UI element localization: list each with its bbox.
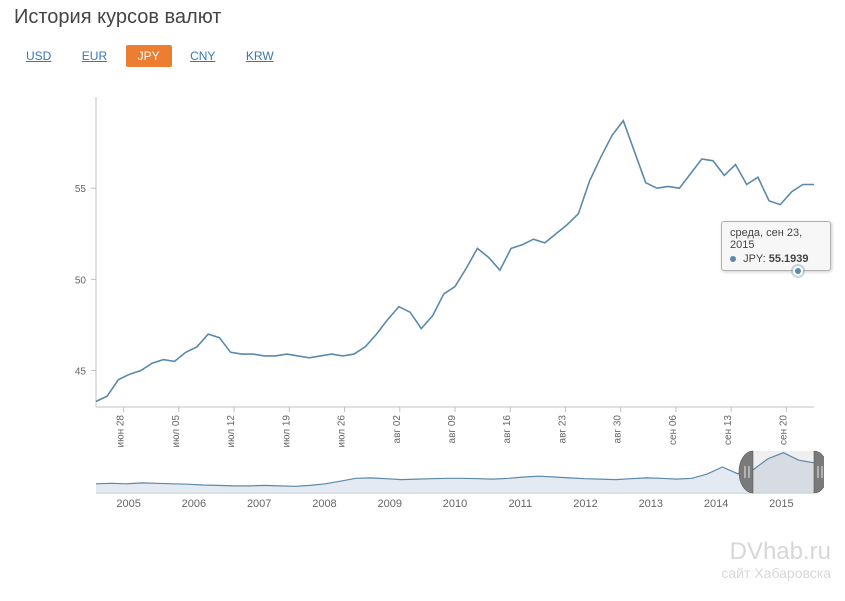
svg-text:2014: 2014	[704, 498, 728, 510]
svg-text:июн 28: июн 28	[116, 415, 127, 447]
main-chart[interactable]: 45 50 55 июн 28 июл 05 июл 12 июл 19 июл 26 авг …	[14, 77, 824, 447]
svg-text:2006: 2006	[182, 498, 206, 510]
tab-cny[interactable]: CNY	[178, 45, 227, 67]
svg-text:2010: 2010	[443, 498, 467, 510]
svg-text:июл 26: июл 26	[337, 415, 348, 447]
tooltip-dot-icon	[730, 256, 736, 262]
tooltip-date: среда, сен 23, 2015	[730, 227, 822, 251]
currency-tabs: USD EUR JPY CNY KRW	[14, 45, 831, 67]
svg-text:сен 13: сен 13	[723, 415, 734, 445]
svg-text:авг 30: авг 30	[613, 415, 624, 444]
svg-text:июл 19: июл 19	[281, 415, 292, 447]
svg-text:2009: 2009	[377, 498, 401, 510]
tab-jpy[interactable]: JPY	[126, 45, 172, 67]
tab-usd[interactable]: USD	[14, 45, 63, 67]
svg-text:2015: 2015	[769, 498, 793, 510]
watermark: DVhab.ru сайт Хабаровска	[721, 539, 831, 581]
svg-text:авг 09: авг 09	[447, 415, 458, 444]
tab-eur[interactable]: EUR	[70, 45, 119, 67]
svg-text:45: 45	[75, 367, 87, 378]
svg-text:2012: 2012	[573, 498, 597, 510]
svg-text:авг 23: авг 23	[557, 415, 568, 444]
tooltip-value-row: JPY: 55.1939	[730, 253, 822, 265]
svg-text:55: 55	[75, 184, 87, 195]
svg-text:2007: 2007	[247, 498, 271, 510]
svg-text:сен 20: сен 20	[778, 415, 789, 445]
svg-text:июл 05: июл 05	[171, 415, 182, 447]
svg-text:2013: 2013	[639, 498, 663, 510]
page-title: История курсов валют	[14, 6, 831, 29]
svg-text:авг 02: авг 02	[392, 415, 403, 444]
svg-text:сен 06: сен 06	[668, 415, 679, 445]
svg-text:2008: 2008	[312, 498, 336, 510]
tooltip-value: 55.1939	[769, 253, 809, 265]
svg-text:50: 50	[75, 275, 87, 286]
chart-area: 45 50 55 июн 28 июл 05 июл 12 июл 19 июл 26 авг …	[14, 77, 831, 513]
tooltip-series-label: JPY:	[743, 253, 766, 265]
watermark-line2: сайт Хабаровска	[721, 566, 831, 581]
watermark-line1: DVhab.ru	[721, 539, 831, 565]
svg-text:июл 12: июл 12	[226, 415, 237, 447]
svg-text:2011: 2011	[508, 498, 532, 510]
svg-text:авг 16: авг 16	[502, 415, 513, 444]
chart-tooltip: среда, сен 23, 2015 JPY: 55.1939	[721, 221, 831, 271]
tab-krw[interactable]: KRW	[234, 45, 286, 67]
hover-marker-inner	[795, 268, 801, 274]
svg-text:2005: 2005	[116, 498, 140, 510]
overview-chart[interactable]: 2005 2006 2007 2008 2009 2010 2011 2012 2013 2014…	[14, 447, 824, 513]
